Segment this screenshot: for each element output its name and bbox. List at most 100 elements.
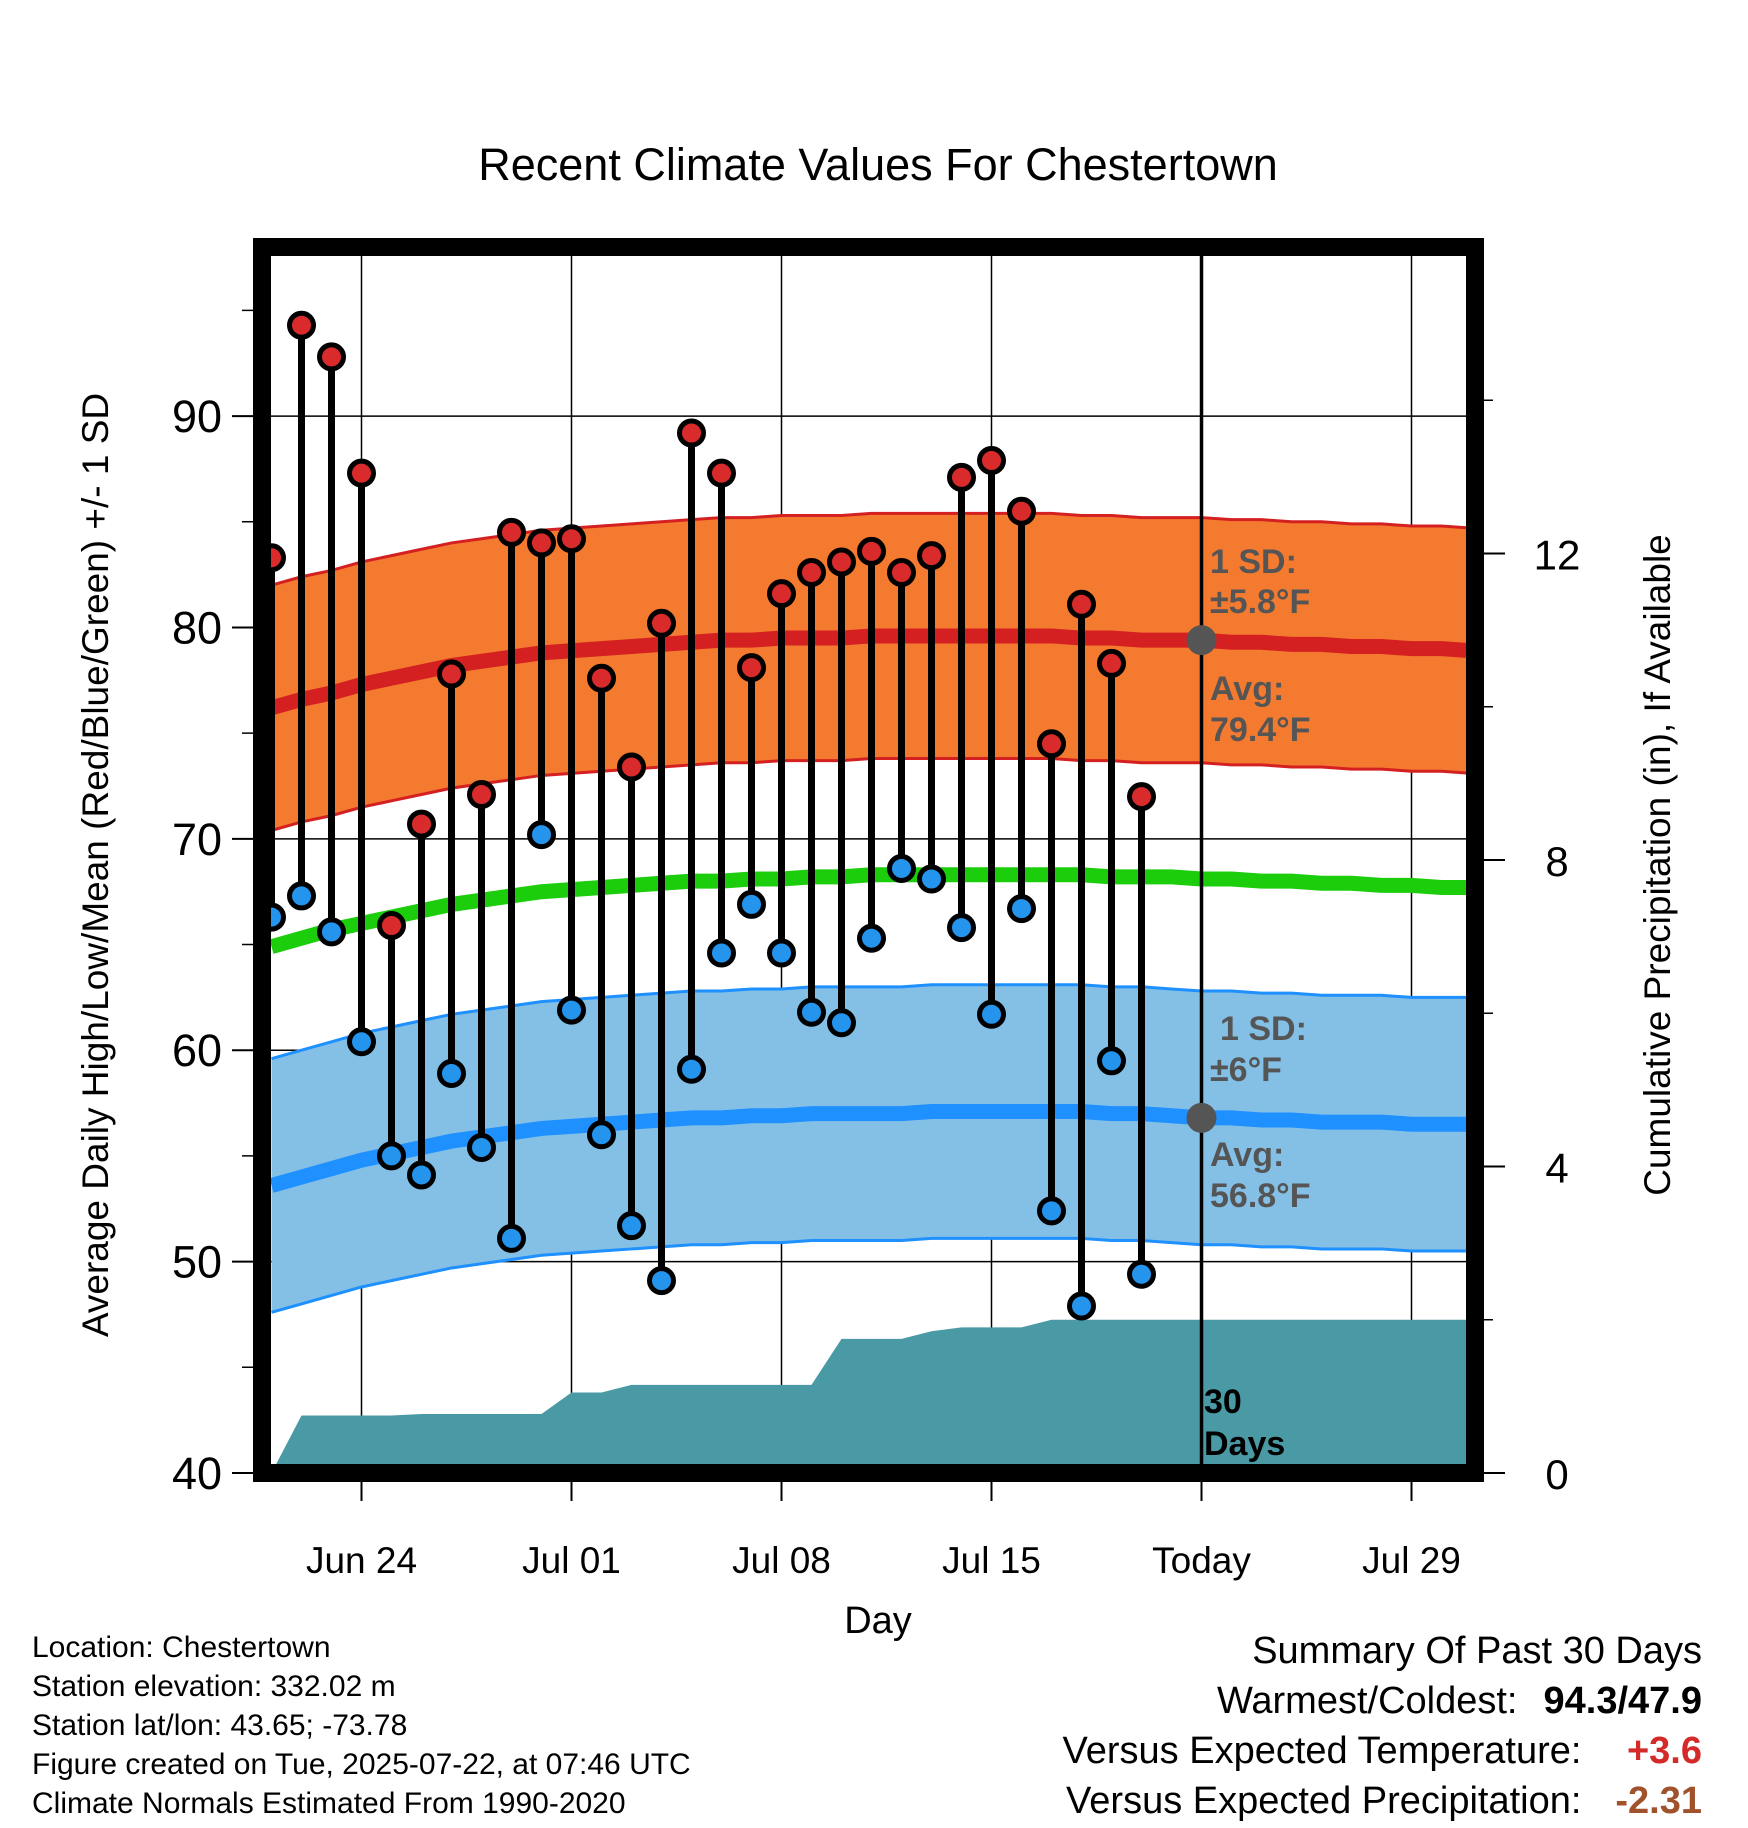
observed-low-point <box>857 923 886 953</box>
observed-low-point <box>887 853 916 883</box>
observed-high-point <box>767 579 796 609</box>
observed-high-point <box>1127 782 1156 812</box>
warm-cold-separator: / <box>1617 1680 1629 1722</box>
precip-area <box>271 1319 1475 1473</box>
observed-low-point <box>947 913 976 943</box>
x-tick-label: Jul 08 <box>732 1540 831 1581</box>
elevation-text: Station elevation: 332.02 m <box>32 1670 396 1703</box>
observed-low-point <box>647 1266 676 1296</box>
observed-low-point <box>827 1008 856 1038</box>
observed-high-point <box>737 653 766 683</box>
observed-high-point <box>377 911 406 941</box>
observed-low-point <box>617 1211 646 1241</box>
normal-high-line <box>269 628 1475 716</box>
high-avg-value: 79.4°F <box>1210 711 1311 749</box>
observed-low-point <box>977 999 1006 1029</box>
observed-high-point <box>467 779 496 809</box>
low-sd-band <box>271 984 1475 1313</box>
created-text: Figure created on Tue, 2025-07-22, at 07… <box>32 1748 691 1781</box>
observed-high-point <box>587 663 616 693</box>
observed-low-point <box>707 938 736 968</box>
observed-low-point <box>1097 1046 1126 1076</box>
y2-tick-label: 4 <box>1545 1145 1568 1192</box>
observed-high-point <box>347 458 376 488</box>
observed-low-point <box>1067 1291 1096 1321</box>
location-text: Location: Chestertown <box>32 1631 331 1664</box>
precip-days-label: Days <box>1204 1425 1285 1463</box>
observed-low-point <box>347 1027 376 1057</box>
observed-low-point <box>677 1054 706 1084</box>
observed-high-point <box>287 310 316 340</box>
observed-high-point <box>1007 496 1036 526</box>
y2-tick-label: 8 <box>1545 838 1568 885</box>
y2-axis-label: Cumulative Precipitation (in), If Availa… <box>1637 534 1678 1196</box>
plot-interior <box>262 247 1475 1473</box>
summary-panel: Summary Of Past 30 Days Warmest/Coldest:… <box>1063 1626 1702 1826</box>
y-tick-label: 90 <box>172 391 222 442</box>
observed-high-point <box>707 458 736 488</box>
observed-high-point <box>557 524 586 554</box>
coldest-value: 47.9 <box>1628 1680 1702 1722</box>
observed-low-point <box>1007 894 1036 924</box>
summary-title: Summary Of Past 30 Days <box>1252 1630 1702 1672</box>
y-tick-label: 60 <box>172 1025 222 1076</box>
low-sd-value: ±6°F <box>1210 1051 1282 1089</box>
y-tick-label: 70 <box>172 814 222 865</box>
today-high-avg-marker <box>1186 625 1217 656</box>
observed-high-point <box>887 558 916 588</box>
precip-days-number: 30 <box>1204 1383 1242 1421</box>
observed-low-point <box>527 820 556 850</box>
observed-low-point <box>557 995 586 1025</box>
y-tick-label: 80 <box>172 602 222 653</box>
y2-tick-label: 0 <box>1545 1451 1568 1498</box>
low-band-upper-edge <box>271 983 1475 1061</box>
normals-text: Climate Normals Estimated From 1990-2020 <box>32 1787 626 1820</box>
temp-anomaly-label: Versus Expected Temperature: <box>1062 1730 1582 1772</box>
precip-anomaly-row: Versus Expected Precipitation: -2.31 <box>1063 1776 1702 1826</box>
observed-low-point <box>377 1141 406 1171</box>
x-tick-label: Jul 01 <box>522 1540 621 1581</box>
observed-high-point <box>647 608 676 638</box>
x-tick-label: Jul 29 <box>1362 1540 1461 1581</box>
x-tick-label: Jun 24 <box>306 1540 417 1581</box>
x-tick-label: Today <box>1152 1540 1251 1581</box>
observed-high-point <box>977 445 1006 475</box>
observed-high-point <box>677 418 706 448</box>
x-axis-label: Day <box>844 1600 912 1642</box>
precip-anomaly-value: -2.31 <box>1615 1780 1702 1822</box>
plot-frame <box>253 238 1484 1482</box>
observed-high-point <box>857 536 886 566</box>
warm-cold-label: Warmest/Coldest: <box>1216 1680 1518 1722</box>
low-sd-label: 1 SD: <box>1220 1010 1307 1048</box>
high-avg-label: Avg: <box>1210 670 1284 708</box>
station-info: Location: Chestertown Station elevation:… <box>32 1628 691 1823</box>
observed-low-point <box>587 1120 616 1150</box>
observed-low-point <box>497 1223 526 1253</box>
observed-high-point <box>1097 648 1126 678</box>
observed-high-point <box>527 528 556 558</box>
observed-high-point <box>797 558 826 588</box>
observed-low-point <box>767 938 796 968</box>
observed-low-point <box>287 881 316 911</box>
observed-high-point <box>1037 729 1066 759</box>
observed-low-point <box>437 1058 466 1088</box>
high-sd-label: 1 SD: <box>1210 543 1297 581</box>
y2-tick-label: 12 <box>1534 532 1581 579</box>
observed-low-point <box>1127 1259 1156 1289</box>
observed-high-point <box>827 547 856 577</box>
observed-high-point <box>947 462 976 492</box>
observed-high-point <box>407 809 436 839</box>
observed-low-point <box>317 917 346 947</box>
precip-anomaly-label: Versus Expected Precipitation: <box>1066 1780 1582 1822</box>
chart-title: Recent Climate Values For Chestertown <box>478 139 1278 190</box>
normal-mean-line <box>269 867 1475 954</box>
y-tick-label: 40 <box>172 1448 222 1499</box>
x-tick-label: Jul 15 <box>942 1540 1041 1581</box>
warm-cold-row: Warmest/Coldest: 94.3/47.9 <box>1063 1676 1702 1726</box>
observed-low-point <box>917 864 946 894</box>
observed-low-point <box>1037 1196 1066 1226</box>
observed-low-point <box>737 889 766 919</box>
observed-high-point <box>917 541 946 571</box>
warmest-value: 94.3 <box>1543 1680 1618 1722</box>
